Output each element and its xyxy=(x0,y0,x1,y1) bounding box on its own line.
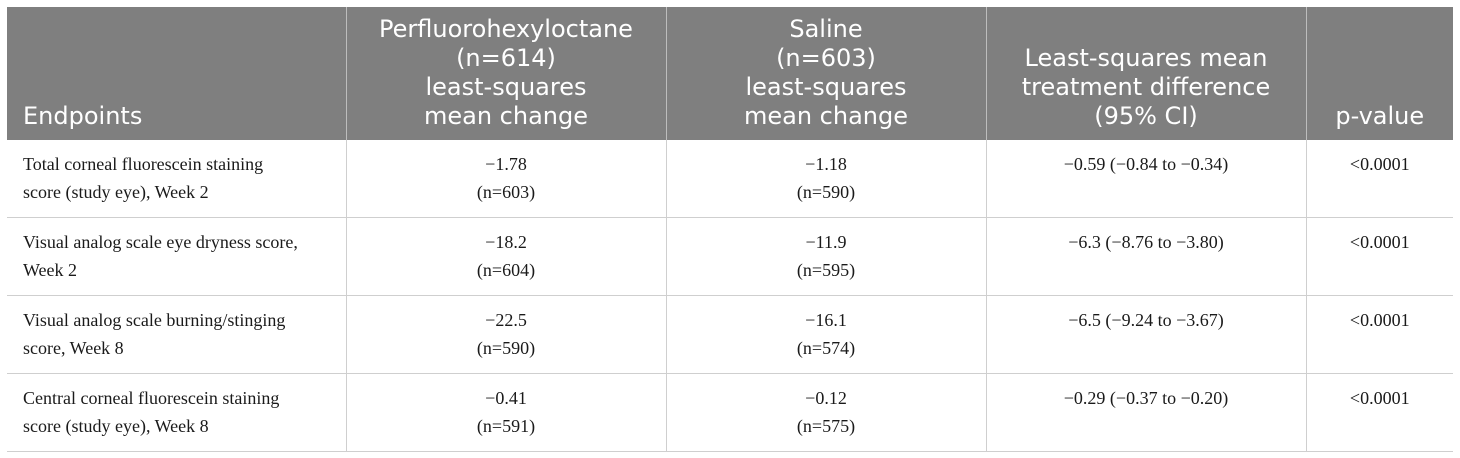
difference-cell: −6.3 (−8.76 to −3.80) xyxy=(986,217,1307,296)
header-difference-line-2: treatment difference xyxy=(1021,73,1271,101)
treatment-difference-value: −0.59 (−0.84 to −0.34) xyxy=(1063,154,1229,174)
header-pfho-line-3: least-squares xyxy=(425,73,587,101)
header-p-value: p-value xyxy=(1306,7,1453,140)
saline-n: (n=575) xyxy=(796,416,856,436)
pfho-cell: −1.78 (n=603) xyxy=(346,140,667,218)
difference-cell: −6.5 (−9.24 to −3.67) xyxy=(986,295,1307,374)
pfho-mean-change: −0.41 xyxy=(485,388,527,408)
endpoint-line: Visual analog scale eye dryness score, xyxy=(23,232,298,252)
endpoint-cell: Visual analog scale burning/stinging sco… xyxy=(7,295,347,374)
header-saline-line-4: mean change xyxy=(743,102,908,130)
p-value-cell: <0.0001 xyxy=(1306,295,1453,374)
p-value: <0.0001 xyxy=(1349,310,1410,330)
p-value: <0.0001 xyxy=(1349,388,1410,408)
header-saline: Saline (n=603) least-squares mean change xyxy=(666,7,987,140)
saline-mean-change: −1.18 xyxy=(805,154,847,174)
header-pfho-line-2: (n=614) xyxy=(456,44,556,72)
saline-mean-change: −0.12 xyxy=(805,388,847,408)
header-pfho-line-1: Perfluorohexyloctane xyxy=(379,15,633,43)
saline-n: (n=590) xyxy=(796,182,856,202)
header-endpoints-line: Endpoints xyxy=(23,102,143,130)
pfho-mean-change: −1.78 xyxy=(485,154,527,174)
pfho-cell: −18.2 (n=604) xyxy=(346,217,667,296)
p-value-cell: <0.0001 xyxy=(1306,373,1453,452)
pfho-cell: −22.5 (n=590) xyxy=(346,295,667,374)
treatment-difference-value: −6.3 (−8.76 to −3.80) xyxy=(1068,232,1224,252)
endpoint-line: Central corneal fluorescein staining xyxy=(23,388,280,408)
header-saline-line-3: least-squares xyxy=(745,73,907,101)
header-p-value-line: p-value xyxy=(1335,102,1425,130)
table-row: Visual analog scale burning/stinging sco… xyxy=(7,295,1453,374)
endpoint-cell: Visual analog scale eye dryness score, W… xyxy=(7,217,347,296)
p-value-cell: <0.0001 xyxy=(1306,217,1453,296)
saline-cell: −11.9 (n=595) xyxy=(666,217,987,296)
endpoint-line: score (study eye), Week 2 xyxy=(23,182,209,202)
pfho-mean-change: −22.5 xyxy=(485,310,527,330)
header-pfho-line-4: mean change xyxy=(423,102,588,130)
pfho-cell: −0.41 (n=591) xyxy=(346,373,667,452)
pfho-n: (n=603) xyxy=(476,182,536,202)
treatment-difference-value: −6.5 (−9.24 to −3.67) xyxy=(1068,310,1224,330)
saline-cell: −16.1 (n=574) xyxy=(666,295,987,374)
header-saline-line-2: (n=603) xyxy=(776,44,876,72)
table-row: Total corneal fluorescein staining score… xyxy=(7,140,1453,218)
p-value: <0.0001 xyxy=(1349,154,1410,174)
treatment-difference-value: −0.29 (−0.37 to −0.20) xyxy=(1063,388,1229,408)
endpoint-line: score, Week 8 xyxy=(23,338,124,358)
table-row: Visual analog scale eye dryness score, W… xyxy=(7,217,1453,296)
difference-cell: −0.29 (−0.37 to −0.20) xyxy=(986,373,1307,452)
endpoint-line: score (study eye), Week 8 xyxy=(23,416,209,436)
saline-mean-change: −11.9 xyxy=(805,232,847,252)
header-difference-line-3: (95% CI) xyxy=(1094,102,1198,130)
endpoint-cell: Central corneal fluorescein staining sco… xyxy=(7,373,347,452)
saline-n: (n=595) xyxy=(796,260,856,280)
header-endpoints: Endpoints xyxy=(7,7,347,140)
pfho-n: (n=604) xyxy=(476,260,536,280)
p-value-cell: <0.0001 xyxy=(1306,140,1453,218)
results-table: Endpoints Perfluorohexyloctane (n=614) l… xyxy=(7,7,1453,452)
saline-n: (n=574) xyxy=(796,338,856,358)
header-row: Endpoints Perfluorohexyloctane (n=614) l… xyxy=(7,7,1453,140)
table-row: Central corneal fluorescein staining sco… xyxy=(7,373,1453,452)
endpoint-cell: Total corneal fluorescein staining score… xyxy=(7,140,347,218)
saline-mean-change: −16.1 xyxy=(805,310,847,330)
pfho-mean-change: −18.2 xyxy=(485,232,527,252)
header-perfluorohexyloctane: Perfluorohexyloctane (n=614) least-squar… xyxy=(346,7,667,140)
header-treatment-difference: Least-squares mean treatment difference … xyxy=(986,7,1307,140)
pfho-n: (n=590) xyxy=(476,338,536,358)
endpoint-line: Total corneal fluorescein staining xyxy=(23,154,264,174)
header-difference-line-1: Least-squares mean xyxy=(1024,44,1268,72)
pfho-n: (n=591) xyxy=(476,416,536,436)
endpoint-line: Visual analog scale burning/stinging xyxy=(23,310,286,330)
saline-cell: −1.18 (n=590) xyxy=(666,140,987,218)
saline-cell: −0.12 (n=575) xyxy=(666,373,987,452)
difference-cell: −0.59 (−0.84 to −0.34) xyxy=(986,140,1307,218)
endpoint-line: Week 2 xyxy=(23,260,78,280)
p-value: <0.0001 xyxy=(1349,232,1410,252)
header-saline-line-1: Saline xyxy=(789,15,863,43)
